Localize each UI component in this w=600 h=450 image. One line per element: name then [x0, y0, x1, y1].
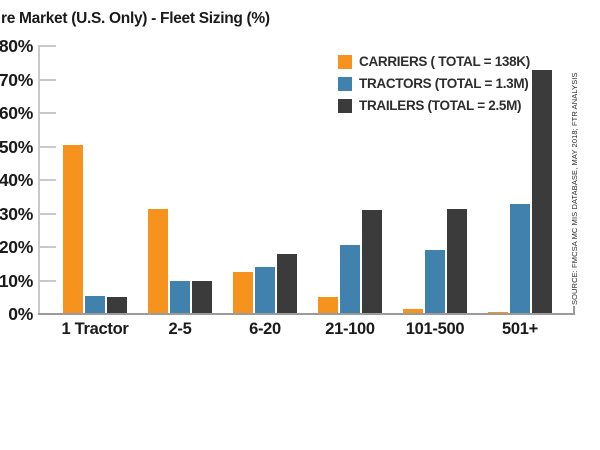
y-axis-label: 0%	[8, 304, 33, 324]
carriers-bar	[148, 208, 168, 314]
tractors-bar	[255, 267, 275, 314]
carriers-bar	[233, 272, 253, 314]
bar-group	[488, 46, 552, 314]
tractors-bar	[425, 250, 445, 314]
tractors-bar	[85, 295, 105, 314]
bar-group	[318, 46, 382, 314]
x-axis-label: 21-100	[325, 320, 375, 338]
trailers-bar	[107, 297, 127, 314]
legend-item-tractors: TRACTORS (TOTAL = 1.3M)	[338, 76, 530, 91]
legend-label-carriers: CARRIERS ( TOTAL = 138K)	[359, 54, 530, 69]
bar-groups	[38, 46, 575, 314]
y-axis-label: 50%	[0, 136, 33, 157]
tractors-bar	[510, 203, 530, 314]
y-axis-label: 70%	[0, 69, 33, 90]
y-axis-label: 80%	[0, 36, 33, 56]
plot-area: 80% 70% 60% 50% 40% 30% 20% 10% 0% 1 Tractor 2-5 6…	[0, 36, 575, 338]
bar-group	[63, 46, 127, 314]
legend-label-tractors: TRACTORS (TOTAL = 1.3M)	[359, 76, 529, 91]
y-tick	[38, 246, 56, 248]
carriers-bar	[63, 144, 83, 314]
bar-group	[233, 46, 297, 314]
x-axis-label: 2-5	[168, 320, 192, 338]
carriers-bar	[403, 309, 423, 314]
bar-group	[403, 46, 467, 314]
carriers-bar	[318, 297, 338, 314]
carriers-swatch	[338, 54, 352, 69]
y-axis-label: 40%	[0, 170, 33, 190]
bar-group	[148, 46, 212, 314]
y-axis-label: 30%	[0, 203, 33, 224]
source-note: SOURCE: FMCSA MC MIS DATABASE, MAY 2018;…	[570, 72, 579, 305]
x-axis-line	[38, 313, 575, 315]
y-axis-label: 10%	[0, 270, 33, 291]
y-axis-label: 60%	[0, 103, 33, 123]
x-axis-label: 1 Tractor	[61, 320, 129, 338]
y-axis-label: 20%	[0, 237, 33, 257]
y-tick	[38, 212, 56, 215]
legend-label-trailers: TRAILERS (TOTAL = 2.5M)	[359, 98, 522, 113]
trailers-bar	[192, 280, 212, 314]
trailers-swatch	[338, 98, 352, 113]
legend-item-trailers: TRAILERS (TOTAL = 2.5M)	[338, 98, 530, 113]
x-axis-label: 501+	[502, 320, 538, 338]
chart-title: re Market (U.S. Only) - Fleet Sizing (%)	[1, 10, 270, 27]
y-tick	[38, 179, 56, 181]
tractors-bar	[170, 280, 190, 314]
x-axis-labels: 1 Tractor 2-5 6-20 21-100 101-500 501+	[38, 320, 575, 339]
y-tick	[38, 145, 56, 148]
x-axis-end-tick	[573, 306, 575, 314]
y-tick	[38, 112, 56, 114]
y-tick	[38, 78, 56, 81]
trailers-bar	[277, 253, 297, 314]
trailers-bar	[532, 69, 552, 314]
legend: CARRIERS ( TOTAL = 138K) TRACTORS (TOTAL…	[338, 54, 530, 113]
tractors-swatch	[338, 76, 352, 91]
x-axis-label: 101-500	[405, 320, 465, 338]
trailers-bar	[362, 210, 382, 314]
tractors-bar	[340, 245, 360, 314]
trailers-bar	[447, 208, 467, 314]
y-tick	[38, 279, 56, 282]
x-axis-label: 6-20	[249, 320, 281, 338]
legend-item-carriers: CARRIERS ( TOTAL = 138K)	[338, 54, 530, 69]
y-tick	[38, 45, 56, 47]
